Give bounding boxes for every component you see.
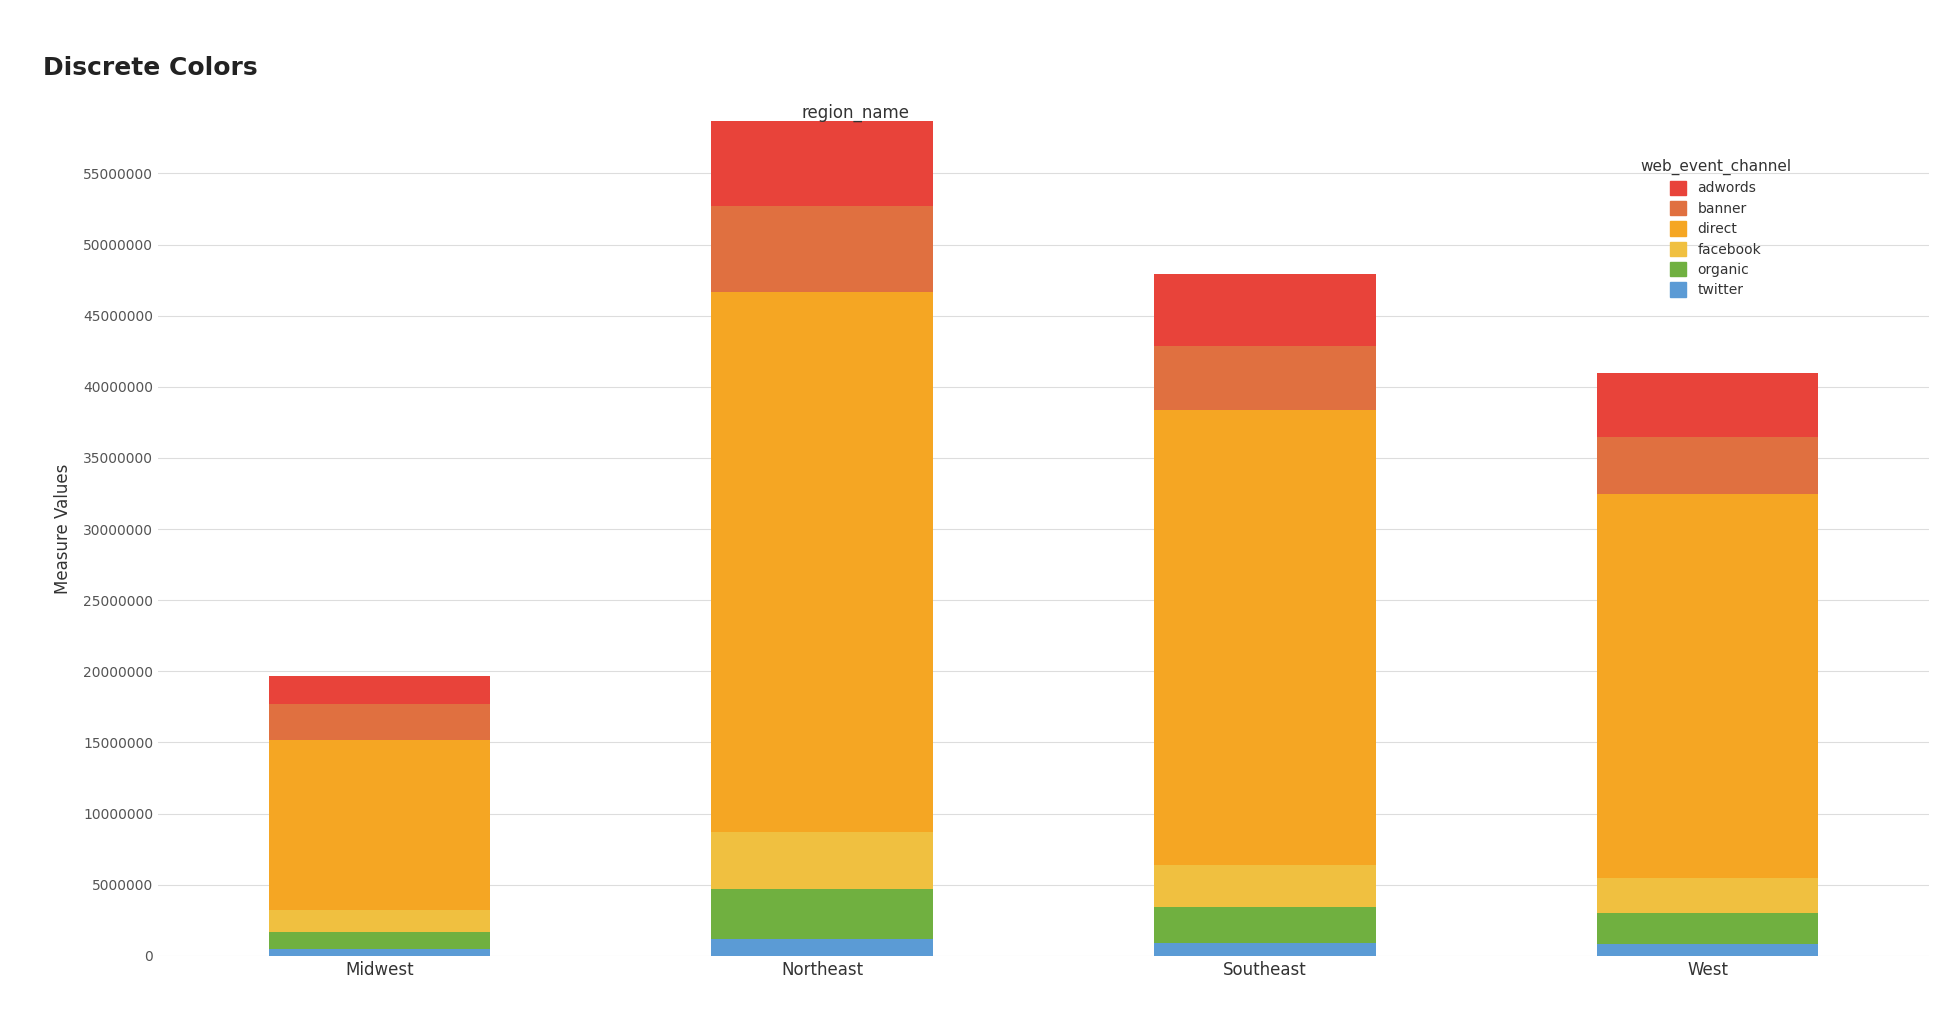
Bar [712,889,933,939]
Bar [1155,275,1376,346]
Bar [1596,372,1818,437]
Legend: adwords, banner, direct, facebook, organic, twitter: adwords, banner, direct, facebook, organ… [1633,152,1798,304]
Bar [1596,914,1818,944]
Bar [1596,437,1818,494]
Bar [1155,410,1376,865]
Bar [1596,944,1818,956]
Bar [712,939,933,956]
Bar [1596,494,1818,878]
Bar [268,675,490,704]
Bar [268,911,490,932]
Bar [268,949,490,956]
Bar [1155,865,1376,908]
Bar [712,292,933,832]
Y-axis label: Measure Values: Measure Values [54,464,72,594]
Bar [1596,878,1818,914]
Bar [1155,943,1376,956]
Text: region_name: region_name [801,103,910,122]
Bar [268,739,490,911]
Bar [1155,908,1376,943]
Bar [268,704,490,739]
Text: Discrete Colors: Discrete Colors [43,56,257,79]
Bar [268,932,490,949]
Bar [712,206,933,292]
Bar [712,121,933,206]
Bar [1155,346,1376,410]
Bar [712,832,933,889]
